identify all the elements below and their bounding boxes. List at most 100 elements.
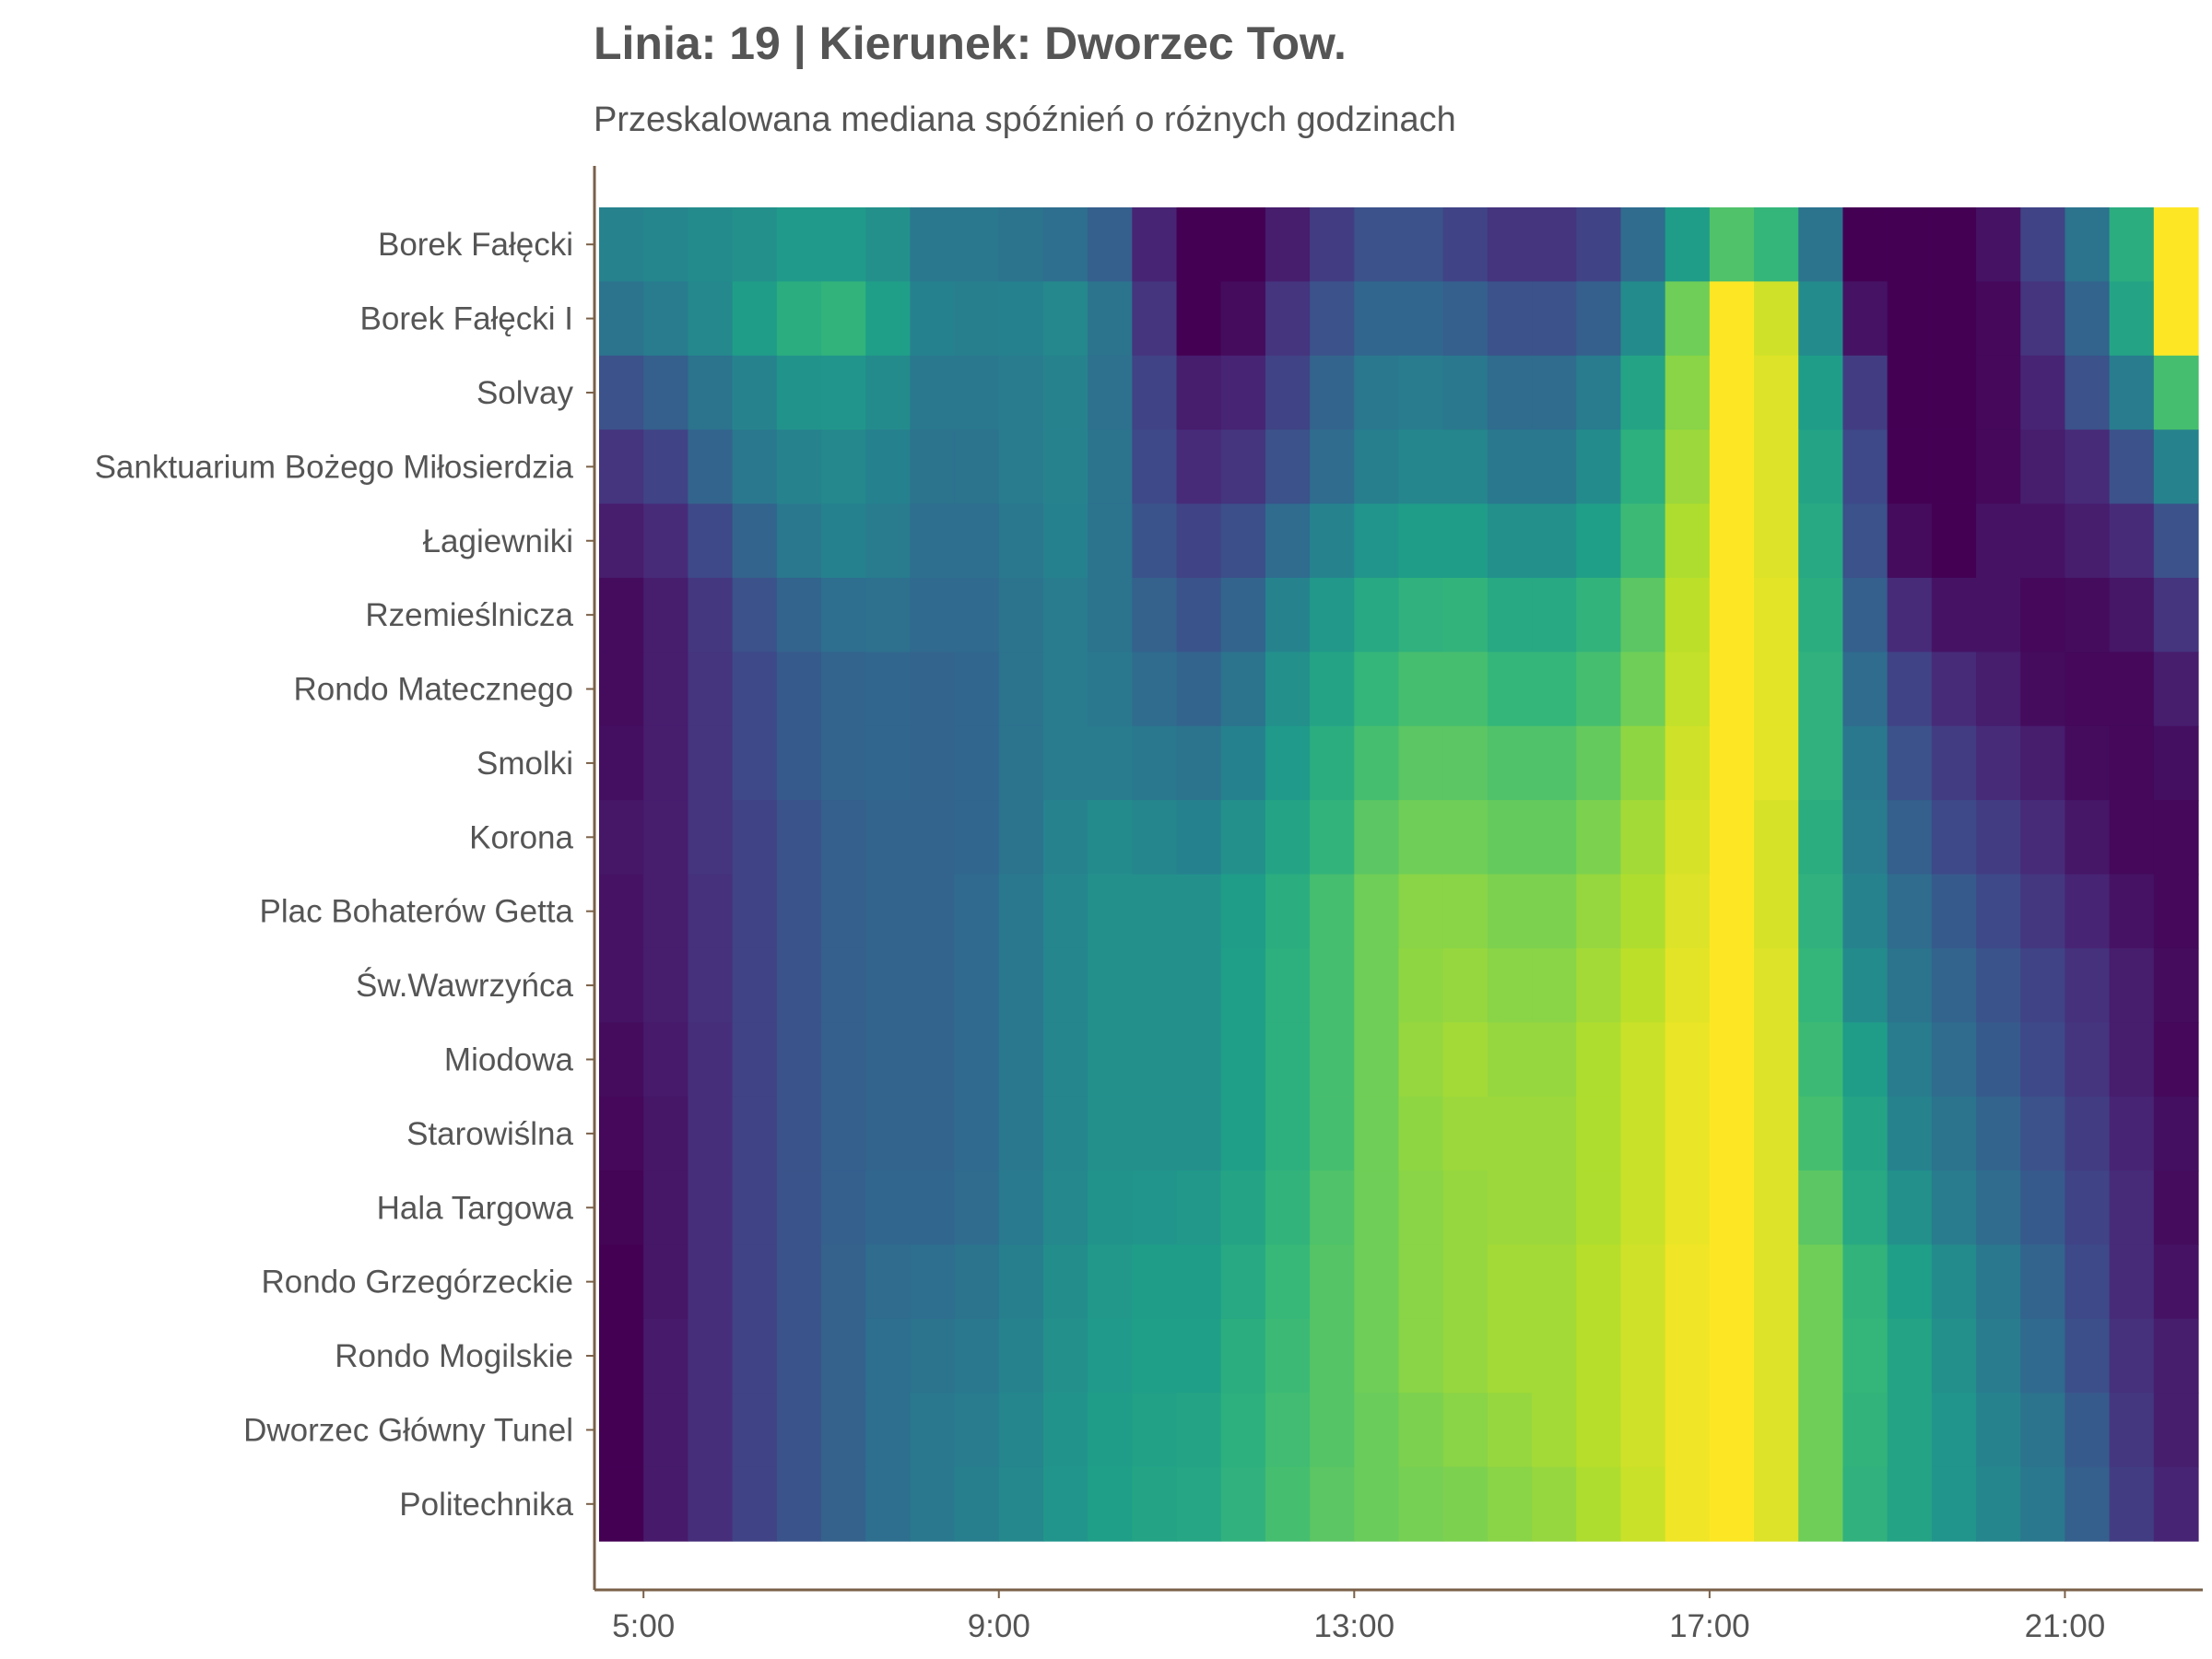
heatmap-cell xyxy=(1088,429,1133,505)
heatmap-cell xyxy=(1798,429,1844,505)
heatmap-cell xyxy=(2020,281,2066,357)
heatmap-cell xyxy=(1754,503,1799,579)
heatmap-cell xyxy=(1176,281,1222,357)
heatmap-cell xyxy=(998,1318,1044,1394)
heatmap-cell xyxy=(2020,1318,2066,1394)
heatmap-cell xyxy=(688,1022,734,1098)
heatmap-cell xyxy=(1842,355,1888,430)
heatmap-cell xyxy=(910,725,956,801)
heatmap-cell xyxy=(2109,652,2155,727)
heatmap-cell xyxy=(954,577,1000,653)
heatmap-cell xyxy=(2109,1022,2155,1098)
heatmap-cell xyxy=(998,429,1044,505)
heatmap-cell xyxy=(1620,1096,1666,1171)
heatmap-cell xyxy=(1532,874,1577,949)
heatmap-cell xyxy=(2065,725,2111,801)
heatmap-cell xyxy=(2065,281,2111,357)
heatmap-cell xyxy=(643,652,688,727)
heatmap-cell xyxy=(1842,1244,1888,1320)
heatmap-cell xyxy=(1487,1244,1533,1320)
heatmap-cell xyxy=(1088,1466,1133,1542)
heatmap-cell xyxy=(820,874,866,949)
heatmap-cell xyxy=(1576,1393,1622,1468)
heatmap-cell xyxy=(1798,874,1844,949)
heatmap-cell xyxy=(1532,1022,1577,1098)
heatmap-cell xyxy=(1310,874,1355,949)
heatmap-cell xyxy=(1354,1393,1400,1468)
heatmap-cell xyxy=(1398,1244,1444,1320)
heatmap-cell xyxy=(954,1393,1000,1468)
heatmap-cell xyxy=(1487,1171,1533,1246)
heatmap-cell xyxy=(643,429,688,505)
heatmap-cell xyxy=(2020,800,2066,876)
heatmap-cell xyxy=(643,577,688,653)
heatmap-cell xyxy=(1132,800,1178,876)
heatmap-cell xyxy=(1310,1171,1355,1246)
heatmap-cell xyxy=(2109,725,2155,801)
heatmap-cell xyxy=(599,1466,644,1542)
heatmap-cell xyxy=(1042,947,1088,1023)
heatmap-cell xyxy=(1042,207,1088,282)
heatmap-cell xyxy=(1265,725,1311,801)
heatmap-cell xyxy=(776,874,822,949)
heatmap-cell xyxy=(1487,1318,1533,1394)
heatmap-cell xyxy=(910,281,956,357)
heatmap-cell xyxy=(1976,577,2021,653)
heatmap-cell xyxy=(1665,281,1711,357)
heatmap-cell xyxy=(1754,281,1799,357)
heatmap-cell xyxy=(820,1393,866,1468)
heatmap-cell xyxy=(1931,652,1977,727)
heatmap-cell xyxy=(1665,1096,1711,1171)
heatmap-cell xyxy=(865,503,911,579)
heatmap-cell xyxy=(1176,207,1222,282)
heatmap-cell xyxy=(865,874,911,949)
heatmap-cell xyxy=(599,725,644,801)
heatmap-cell xyxy=(1088,1318,1133,1394)
heatmap-cell xyxy=(1532,652,1577,727)
heatmap-cell xyxy=(1576,207,1622,282)
heatmap-cell xyxy=(1042,355,1088,430)
heatmap-cell xyxy=(1576,874,1622,949)
heatmap-cell xyxy=(1576,577,1622,653)
heatmap-cell xyxy=(2109,1466,2155,1542)
heatmap-cell xyxy=(1176,355,1222,430)
heatmap-cell xyxy=(820,800,866,876)
heatmap-cell xyxy=(998,207,1044,282)
heatmap-cell xyxy=(820,1171,866,1246)
heatmap-cell xyxy=(954,1244,1000,1320)
heatmap-cell xyxy=(1354,1022,1400,1098)
heatmap-cell xyxy=(732,1244,778,1320)
heatmap-cell xyxy=(1220,207,1266,282)
heatmap-cell xyxy=(1709,503,1755,579)
heatmap-cell xyxy=(1709,1171,1755,1246)
heatmap-cell xyxy=(1576,800,1622,876)
heatmap-cell xyxy=(1798,1244,1844,1320)
heatmap-cell xyxy=(865,1318,911,1394)
heatmap-cell xyxy=(776,429,822,505)
heatmap-cell xyxy=(2109,1244,2155,1320)
heatmap-cell xyxy=(1220,1318,1266,1394)
heatmap-cell xyxy=(1398,503,1444,579)
heatmap-cell xyxy=(688,207,734,282)
heatmap-cell xyxy=(1354,874,1400,949)
heatmap-cell xyxy=(2153,1244,2199,1320)
heatmap-cell xyxy=(865,1096,911,1171)
heatmap-cell xyxy=(643,1022,688,1098)
heatmap-cell xyxy=(1042,1466,1088,1542)
heatmap-cell xyxy=(1976,652,2021,727)
heatmap-cell xyxy=(1620,652,1666,727)
heatmap-cell xyxy=(1931,1171,1977,1246)
heatmap-cell xyxy=(1220,1393,1266,1468)
heatmap-cell xyxy=(1442,429,1488,505)
heatmap-cell xyxy=(1976,1244,2021,1320)
heatmap-cell xyxy=(2065,874,2111,949)
heatmap-cell xyxy=(1887,1393,1933,1468)
heatmap-cell xyxy=(1354,207,1400,282)
heatmap-cell xyxy=(910,1096,956,1171)
heatmap-cell xyxy=(643,503,688,579)
heatmap-cell xyxy=(820,1244,866,1320)
heatmap-cell xyxy=(1665,1171,1711,1246)
heatmap-cell xyxy=(1532,725,1577,801)
heatmap-cell xyxy=(1176,577,1222,653)
heatmap-cell xyxy=(1132,355,1178,430)
